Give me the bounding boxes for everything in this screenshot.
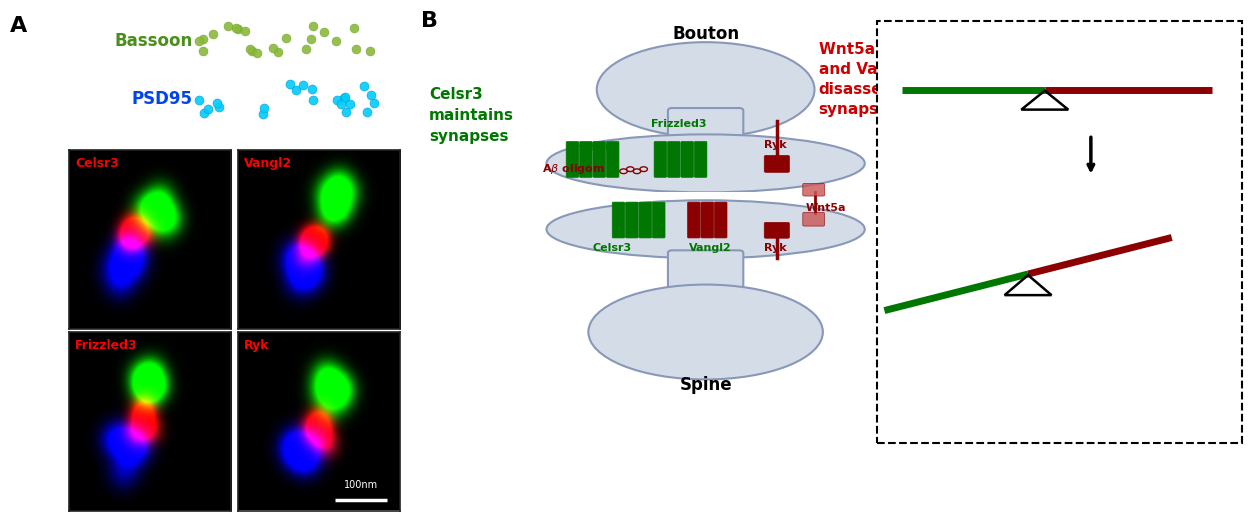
- Text: Vangl2: Vangl2: [244, 158, 292, 170]
- Text: Wnt5a: Wnt5a: [806, 203, 846, 213]
- Text: B: B: [421, 11, 437, 31]
- Ellipse shape: [546, 200, 865, 258]
- FancyBboxPatch shape: [612, 202, 625, 238]
- FancyBboxPatch shape: [764, 155, 790, 172]
- Text: A$\beta$ oligomers
bind to Celsr3: A$\beta$ oligomers bind to Celsr3: [890, 132, 1005, 169]
- Text: Frizzled3: Frizzled3: [651, 119, 706, 129]
- FancyBboxPatch shape: [764, 222, 790, 238]
- FancyBboxPatch shape: [606, 141, 619, 177]
- FancyBboxPatch shape: [694, 141, 708, 177]
- Text: Frizzled3: Frizzled3: [75, 339, 138, 352]
- Text: A: A: [10, 16, 27, 36]
- FancyBboxPatch shape: [566, 141, 579, 177]
- Text: Celsr3: Celsr3: [592, 243, 631, 252]
- FancyBboxPatch shape: [654, 141, 666, 177]
- Ellipse shape: [589, 285, 822, 379]
- Text: Ryk: Ryk: [764, 140, 788, 150]
- Text: Ryk: Ryk: [764, 243, 788, 252]
- FancyBboxPatch shape: [668, 108, 744, 142]
- FancyBboxPatch shape: [802, 183, 825, 196]
- FancyBboxPatch shape: [802, 212, 825, 226]
- FancyBboxPatch shape: [580, 141, 592, 177]
- Text: A$\beta$ oligom: A$\beta$ oligom: [542, 162, 605, 175]
- FancyBboxPatch shape: [626, 202, 639, 238]
- FancyBboxPatch shape: [652, 202, 665, 238]
- FancyBboxPatch shape: [668, 250, 744, 292]
- FancyBboxPatch shape: [701, 202, 714, 238]
- Text: Synapse
maintenance: Synapse maintenance: [894, 179, 1001, 213]
- Text: Impaird balance: Impaird balance: [955, 314, 1101, 328]
- Ellipse shape: [546, 134, 865, 192]
- FancyBboxPatch shape: [688, 202, 700, 238]
- Ellipse shape: [596, 42, 815, 137]
- Text: Bassoon: Bassoon: [114, 32, 192, 50]
- Text: PSD95: PSD95: [131, 90, 192, 108]
- Text: Celsr3
maintains
synapses: Celsr3 maintains synapses: [429, 87, 514, 144]
- FancyBboxPatch shape: [715, 202, 727, 238]
- Text: Celsr3: Celsr3: [75, 158, 119, 170]
- Text: Ryk: Ryk: [244, 339, 270, 352]
- FancyBboxPatch shape: [592, 141, 605, 177]
- Text: Wnt5a, Ryk
and Vangl2
disassemble
synapses: Wnt5a, Ryk and Vangl2 disassemble synaps…: [819, 42, 925, 116]
- Text: Synapse
disassembly: Synapse disassembly: [1104, 179, 1205, 213]
- Text: Synapse
disassembly: Synapse disassembly: [1104, 37, 1205, 71]
- Text: Celsr3: Celsr3: [580, 142, 619, 151]
- Bar: [878, 21, 1241, 443]
- Text: Synapse
maintenance: Synapse maintenance: [894, 37, 1001, 71]
- FancyBboxPatch shape: [639, 202, 651, 238]
- FancyBboxPatch shape: [681, 141, 694, 177]
- Text: Vangl2: Vangl2: [689, 243, 731, 252]
- Text: Bouton: Bouton: [672, 25, 739, 43]
- Text: 100nm: 100nm: [344, 480, 377, 490]
- FancyBboxPatch shape: [668, 141, 680, 177]
- Text: Spine: Spine: [679, 376, 732, 394]
